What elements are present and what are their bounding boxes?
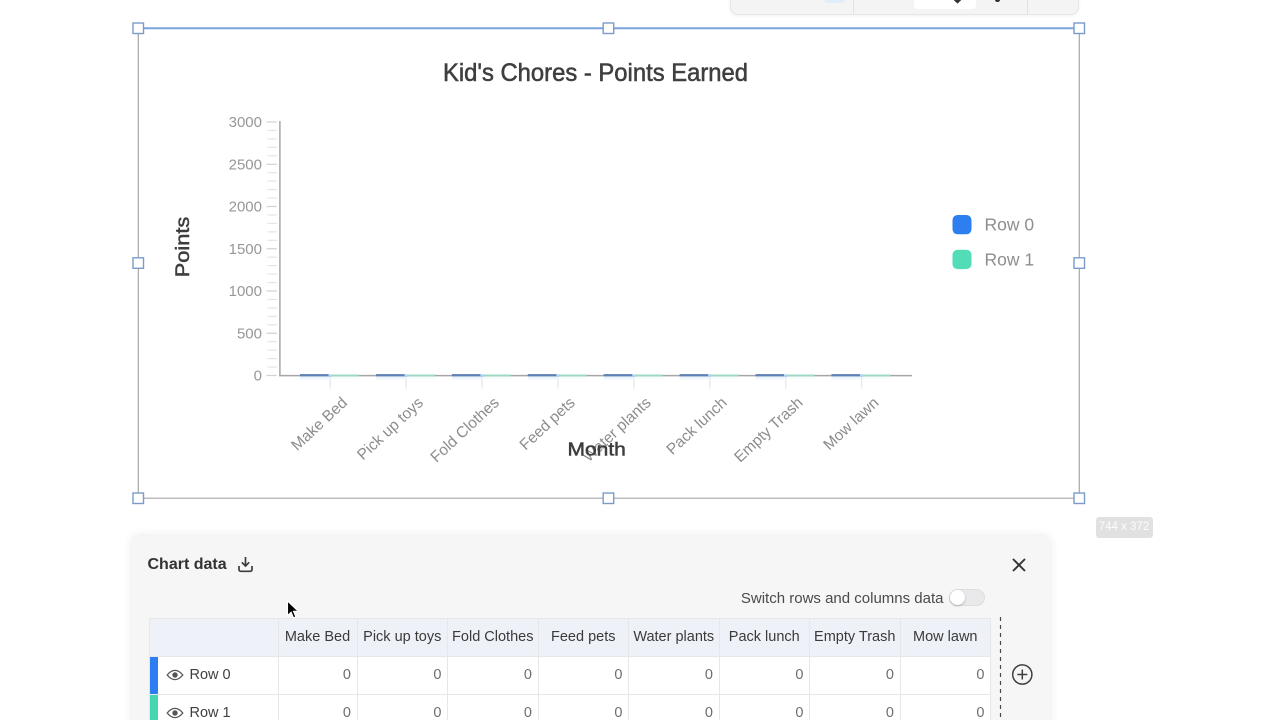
svg-text:Points: Points bbox=[173, 217, 194, 278]
svg-text:Fold Clothes: Fold Clothes bbox=[428, 394, 503, 466]
svg-text:Row 1: Row 1 bbox=[985, 249, 1035, 269]
svg-text:Empty Trash: Empty Trash bbox=[731, 394, 806, 466]
svg-text:1000: 1000 bbox=[229, 283, 262, 300]
svg-text:Month: Month bbox=[568, 439, 626, 459]
svg-text:Pack lunch: Pack lunch bbox=[663, 394, 730, 458]
svg-text:Pick up toys: Pick up toys bbox=[354, 394, 427, 464]
svg-text:Make Bed: Make Bed bbox=[288, 394, 351, 454]
svg-text:3000: 3000 bbox=[229, 114, 262, 131]
svg-text:2000: 2000 bbox=[229, 199, 262, 216]
svg-text:2500: 2500 bbox=[229, 156, 262, 173]
svg-text:0: 0 bbox=[254, 368, 262, 385]
svg-text:Row 0: Row 0 bbox=[985, 215, 1035, 235]
svg-text:500: 500 bbox=[237, 325, 262, 342]
svg-text:1500: 1500 bbox=[229, 241, 262, 258]
svg-text:Mow lawn: Mow lawn bbox=[820, 394, 882, 453]
svg-text:Kid's Chores - Points Earned: Kid's Chores - Points Earned bbox=[443, 59, 748, 87]
